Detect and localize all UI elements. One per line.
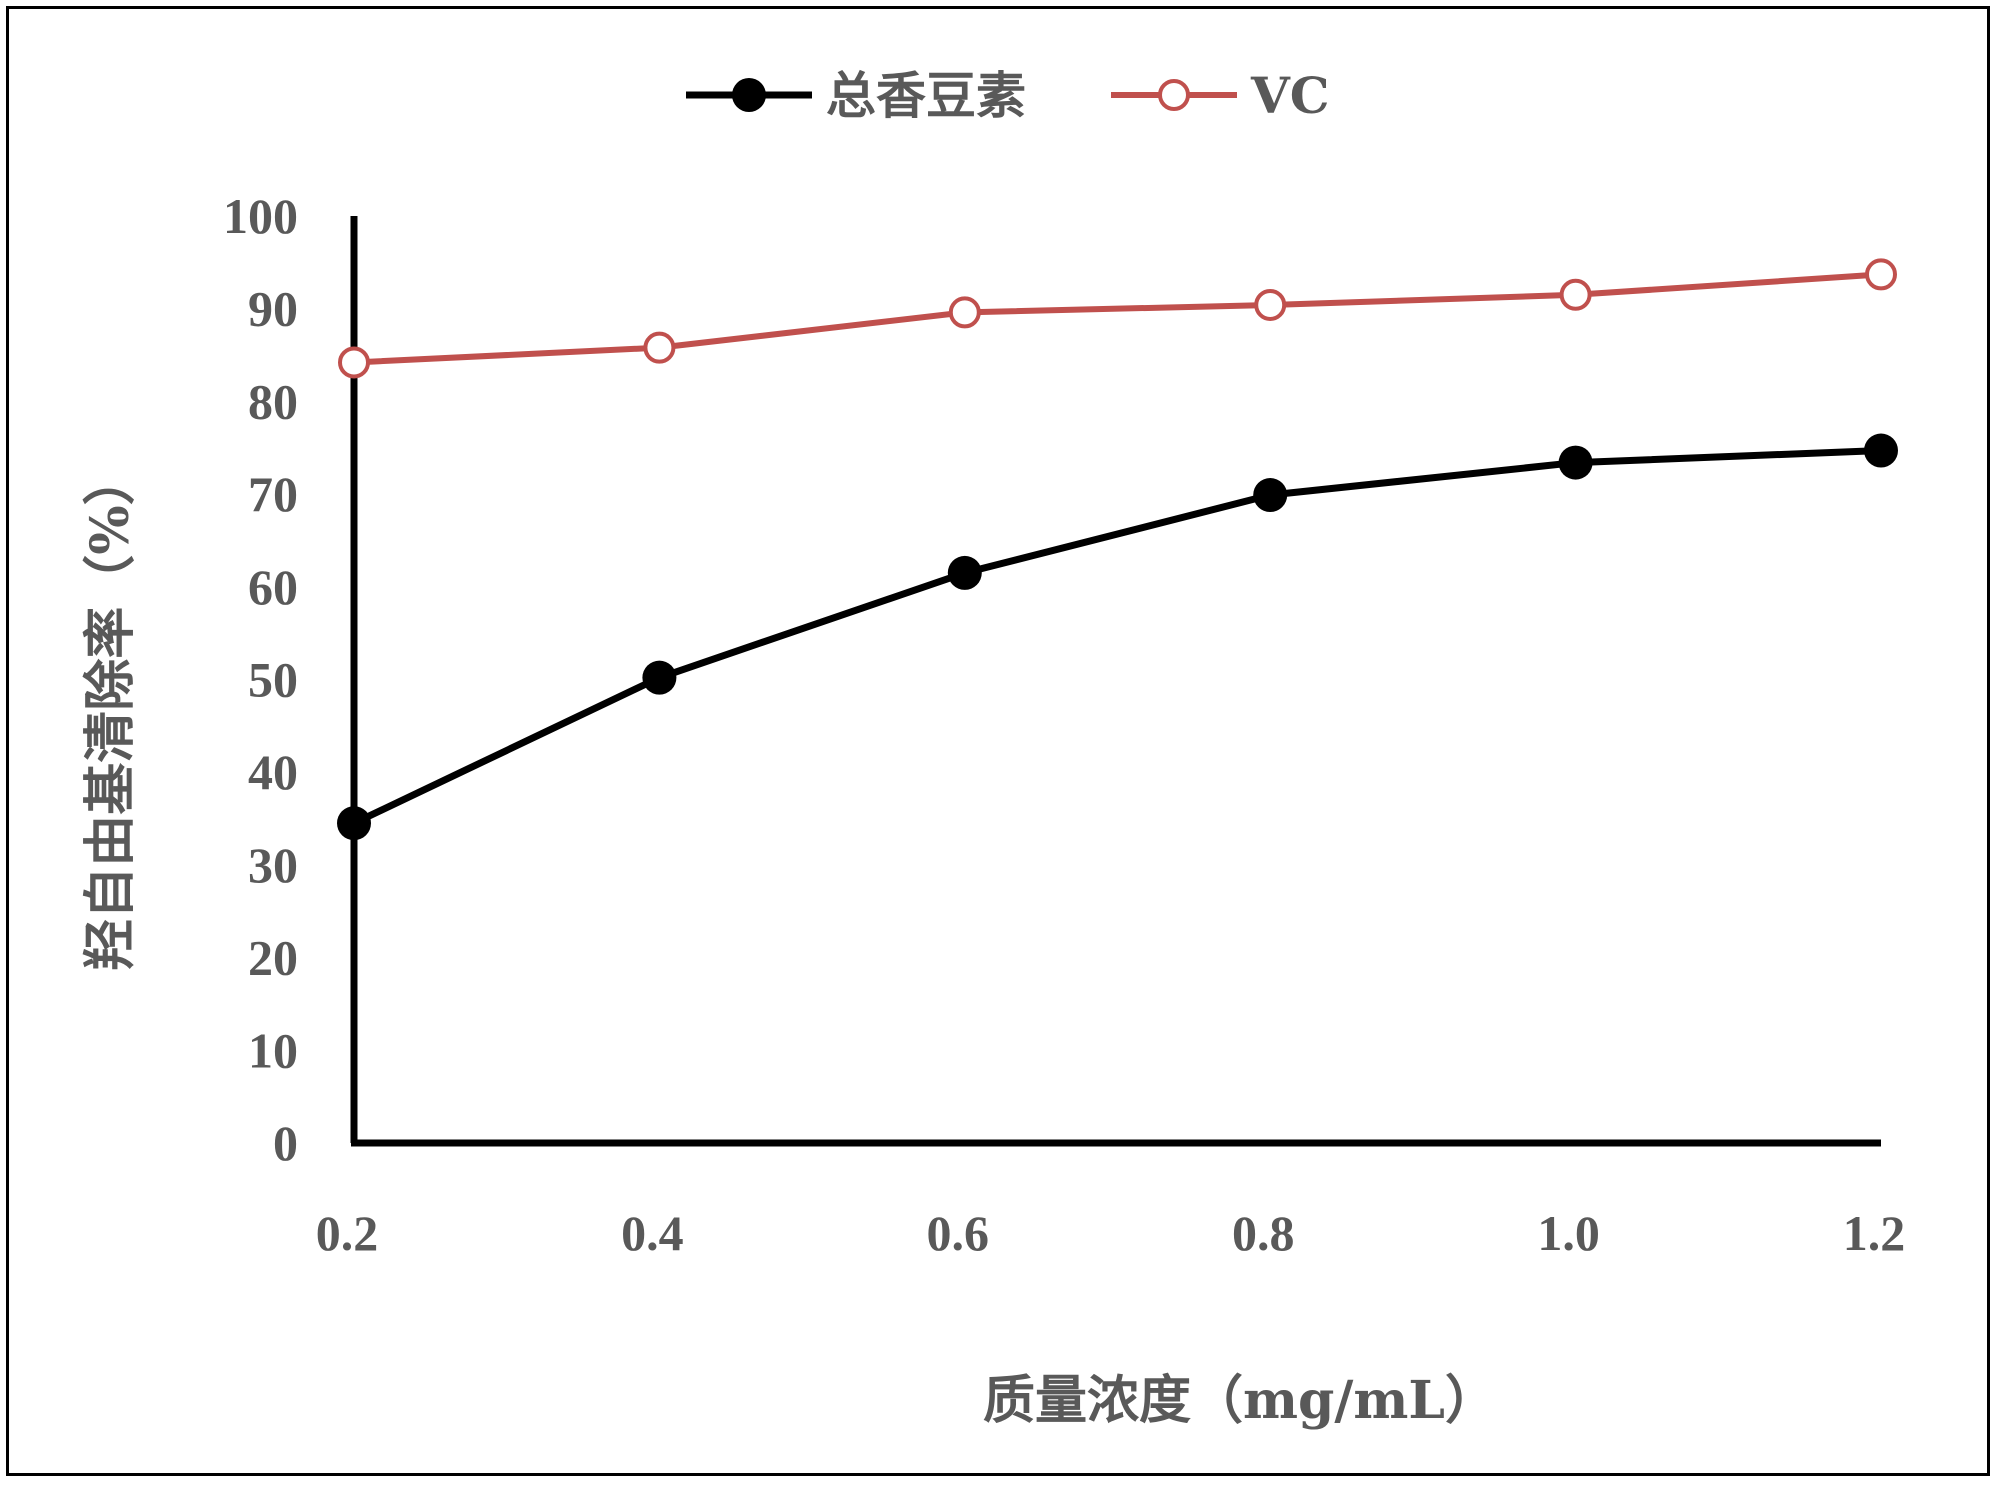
legend-item-total-coumarins: 总香豆素	[686, 66, 1026, 125]
series-vc-point	[1865, 258, 1897, 291]
y-tick-label: 10	[248, 1022, 298, 1078]
series-total-coumarins	[337, 433, 1898, 841]
series-total-coumarins-point	[642, 660, 677, 695]
legend-marker	[1158, 79, 1190, 111]
x-tick-label: 0.2	[316, 1205, 379, 1261]
legend: 总香豆素 VC	[686, 66, 1330, 125]
axes	[350, 216, 1881, 1147]
series-total-coumarins-line	[352, 447, 1882, 827]
series-total-coumarins-point	[1253, 478, 1288, 513]
legend-label: VC	[1250, 66, 1330, 125]
y-tick-label: 80	[248, 373, 298, 429]
legend-item-vc: VC	[1111, 66, 1330, 125]
y-tick-label: 90	[248, 281, 298, 337]
series-vc-point	[948, 296, 981, 329]
series-vc-point	[338, 346, 370, 379]
y-tick-label: 70	[248, 466, 298, 522]
series-total-coumarins-point	[337, 806, 371, 841]
x-tick-label: 1.2	[1843, 1205, 1906, 1261]
series-layer	[337, 258, 1898, 841]
series-vc-point	[1559, 278, 1592, 311]
x-tick-label: 0.4	[621, 1205, 684, 1261]
x-axis-title: 质量浓度（mg/mL）	[983, 1370, 1497, 1431]
series-vc-point	[643, 331, 676, 364]
y-tick-labels: 0 10 20 30 40 50 60 70 80 90 100	[223, 188, 298, 1171]
series-vc-point	[1254, 288, 1287, 321]
legend-marker	[732, 78, 766, 112]
chart-frame	[6, 6, 1990, 1476]
series-vc-line	[353, 271, 1882, 366]
series-vc	[338, 258, 1897, 379]
y-tick-label: 40	[248, 744, 298, 800]
legend-label: 总香豆素	[826, 66, 1026, 125]
y-axis-title: 羟自由基清除率（%）	[80, 453, 141, 970]
x-tick-label: 0.6	[927, 1205, 990, 1261]
y-tick-label: 50	[248, 652, 298, 708]
series-total-coumarins-point	[1558, 445, 1593, 480]
y-tick-label: 100	[223, 188, 298, 244]
y-tick-label: 60	[248, 559, 298, 615]
series-total-coumarins-point	[947, 555, 982, 590]
y-tick-label: 30	[248, 837, 298, 893]
x-tick-labels: 0.2 0.4 0.6 0.8 1.0 1.2	[316, 1205, 1906, 1261]
x-tick-label: 1.0	[1537, 1205, 1600, 1261]
y-tick-label: 0	[273, 1115, 298, 1171]
x-tick-label: 0.8	[1232, 1205, 1295, 1261]
series-total-coumarins-point	[1864, 433, 1898, 468]
y-tick-label: 20	[248, 930, 298, 986]
